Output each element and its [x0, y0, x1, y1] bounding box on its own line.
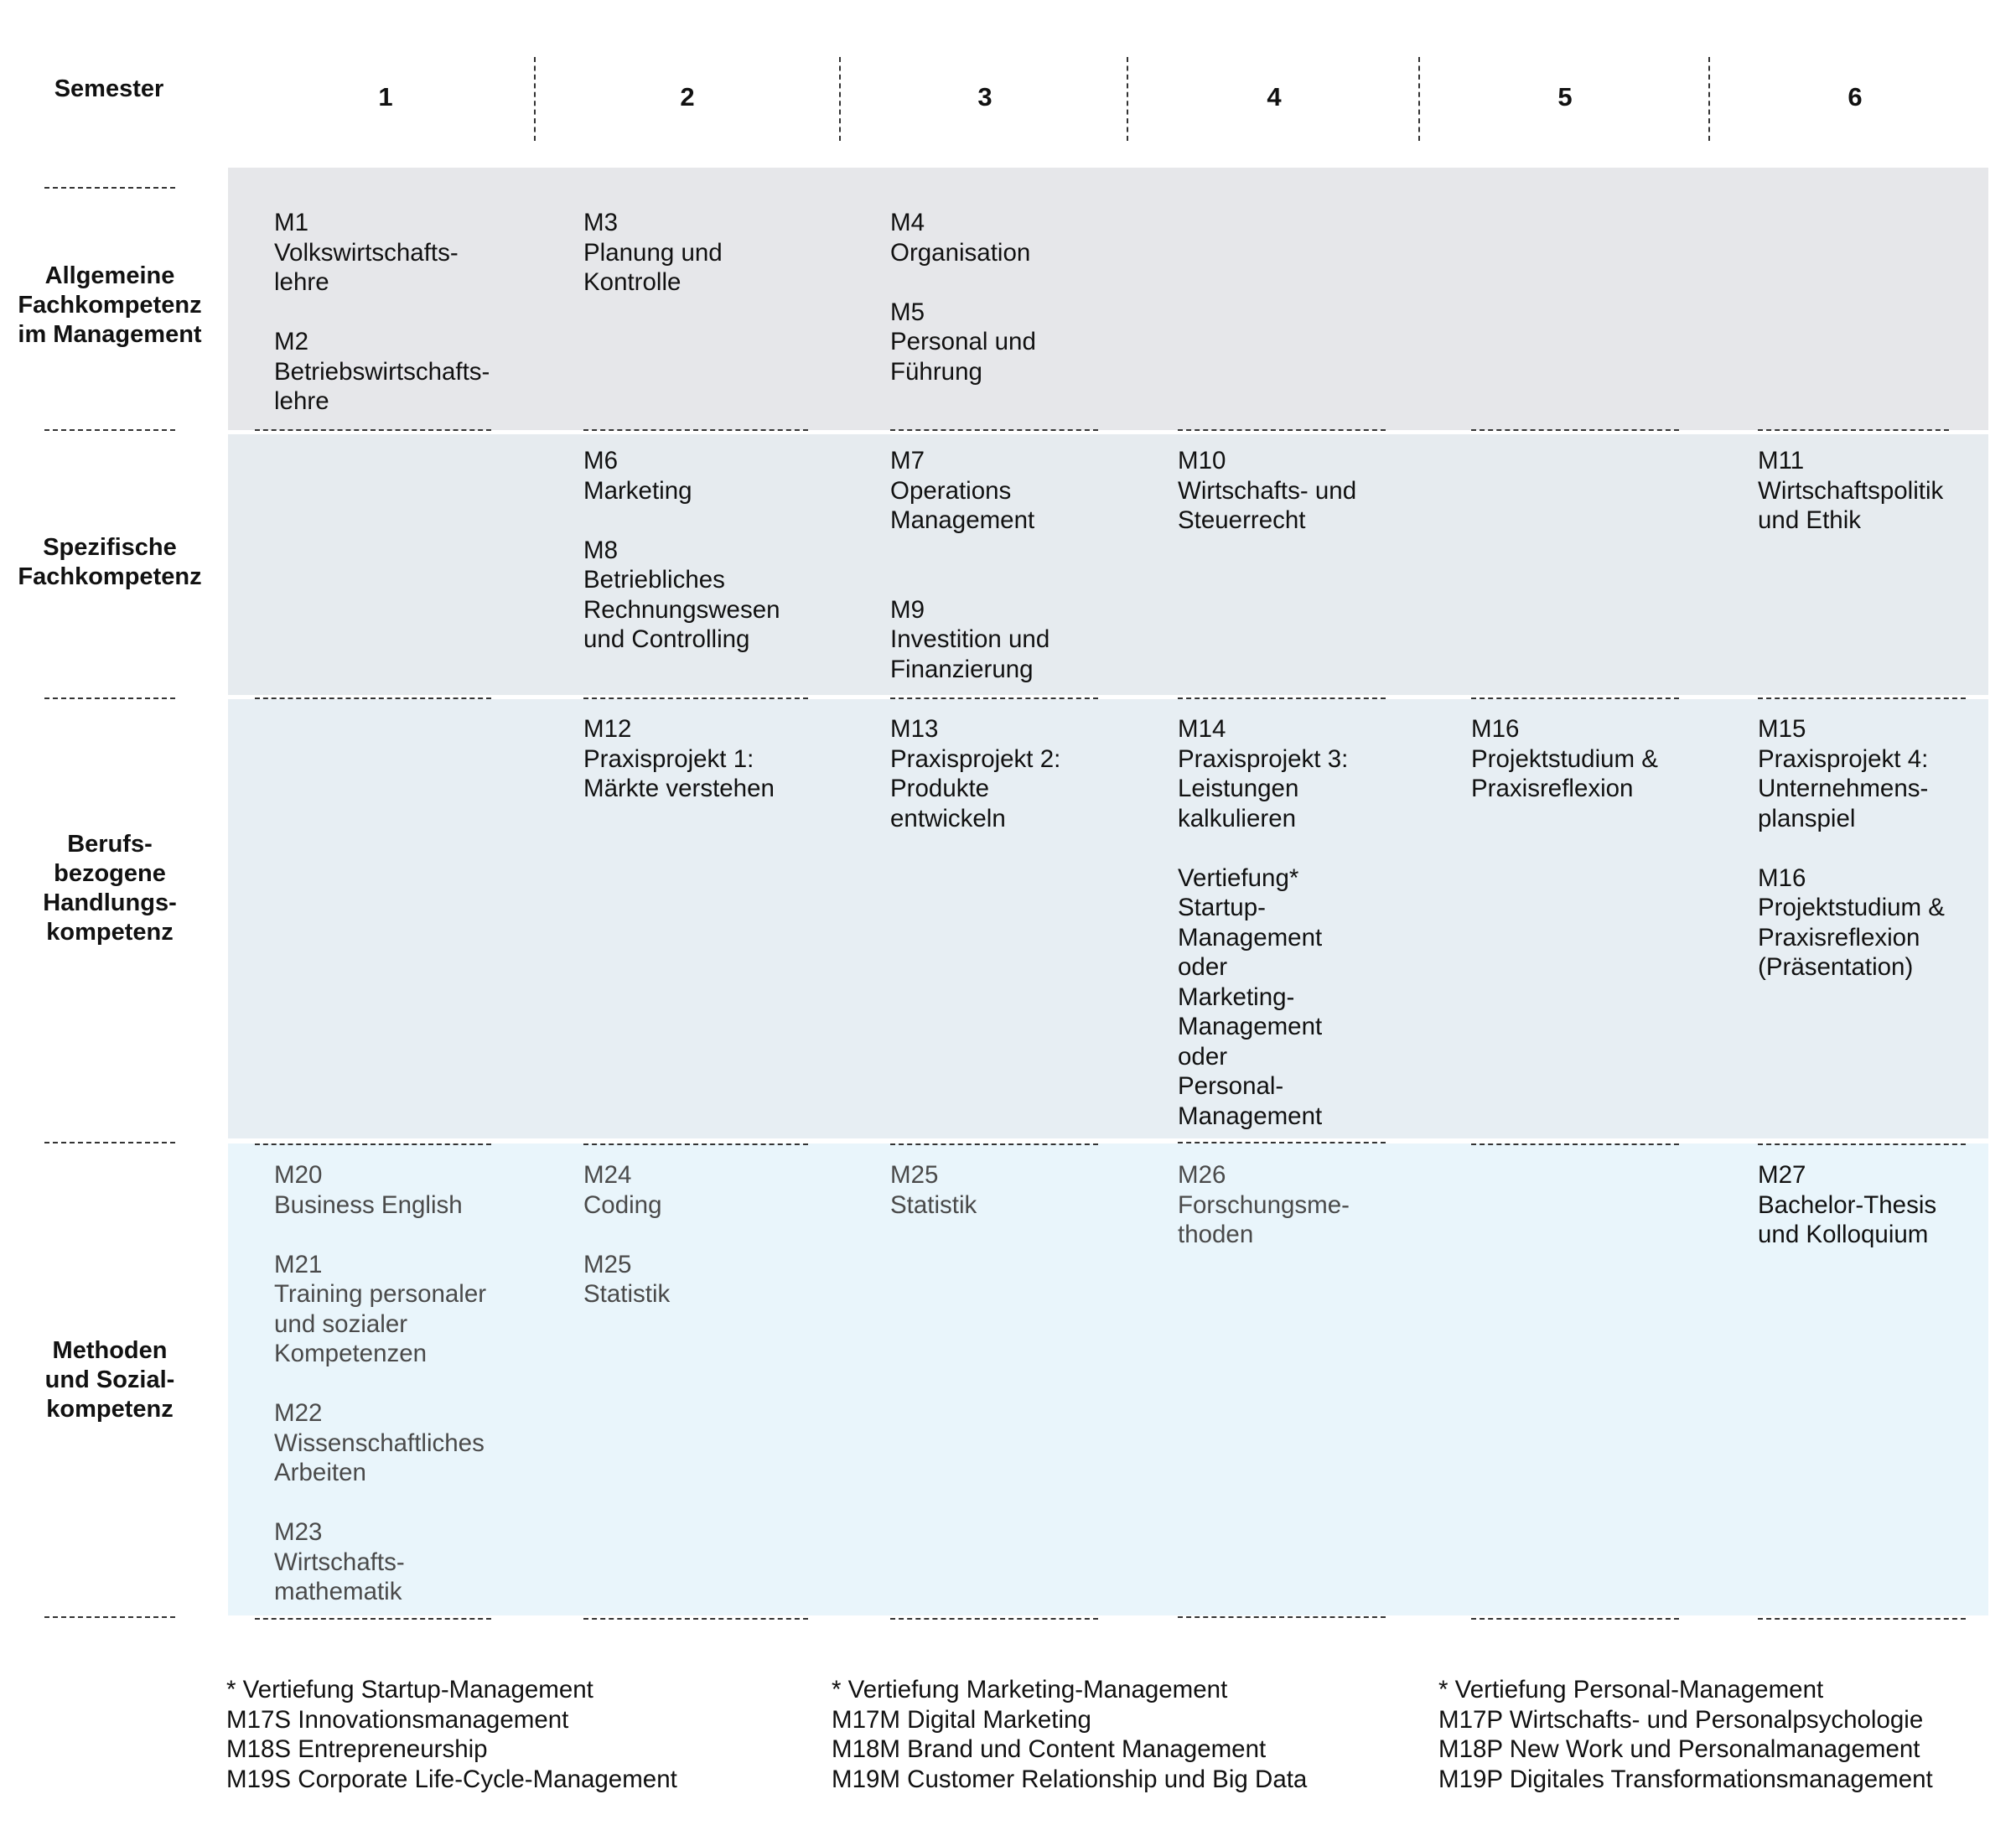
module-cell: M11 Wirtschaftspolitik und Ethik [1758, 447, 1944, 534]
row-separator [255, 1618, 491, 1620]
row-separator [1758, 1143, 1966, 1145]
semester-header-label: Semester [54, 75, 164, 102]
row-separator [1471, 697, 1679, 699]
row-label-spezifische-fachkompetenz: Spezifische Fachkompetenz [18, 534, 202, 590]
row-separator [1758, 1618, 1966, 1620]
footnote-personal-management: * Vertiefung Personal-Management M17P Wi… [1438, 1676, 1933, 1793]
semester-2-header: 2 [680, 82, 695, 111]
column-divider [534, 57, 536, 141]
row-separator [890, 1618, 1098, 1620]
row-separator [1471, 429, 1679, 431]
module-cell: M7 Operations Management M9 Investition … [890, 447, 1050, 683]
semester-4-header: 4 [1267, 82, 1282, 111]
row-separator [1471, 1143, 1679, 1145]
row-separator [44, 187, 175, 189]
module-cell: M14 Praxisprojekt 3: Leistungen kalkulie… [1178, 715, 1349, 1130]
band-handlungskompetenz [228, 699, 1988, 1138]
module-cell: M1 Volkswirtschafts- lehre M2 Betriebswi… [274, 209, 490, 415]
row-separator [1178, 1616, 1386, 1618]
module-cell: M10 Wirtschafts- und Steuerrecht [1178, 447, 1357, 534]
row-separator [583, 1143, 808, 1145]
module-cell: M4 Organisation M5 Personal und Führung [890, 209, 1036, 386]
row-separator [1758, 697, 1966, 699]
row-label-handlungskompetenz: Berufs- bezogene Handlungs- kompetenz [43, 831, 177, 946]
row-separator [44, 1142, 175, 1143]
row-separator [583, 1618, 808, 1620]
row-separator [1178, 1142, 1386, 1143]
column-divider [1127, 57, 1128, 141]
row-separator [1471, 1618, 1679, 1620]
row-separator [44, 429, 175, 431]
band-spezifische-fachkompetenz [228, 434, 1988, 695]
row-label-methoden-sozialkompetenz: Methoden und Sozial- kompetenz [44, 1337, 175, 1423]
module-cell: M15 Praxisprojekt 4: Unternehmens- plans… [1758, 715, 1945, 981]
row-separator [890, 697, 1098, 699]
module-cell: M20 Business English M21 Training person… [274, 1161, 487, 1605]
semester-5-header: 5 [1557, 82, 1573, 111]
band-methoden-sozialkompetenz [228, 1143, 1988, 1615]
semester-3-header: 3 [977, 82, 992, 111]
module-cell: M3 Planung und Kontrolle [583, 209, 723, 296]
footnote-startup-management: * Vertiefung Startup-Management M17S Inn… [226, 1676, 677, 1793]
module-cell: M13 Praxisprojekt 2: Produkte entwickeln [890, 715, 1061, 832]
row-separator [583, 697, 808, 699]
column-divider [1418, 57, 1420, 141]
row-separator [255, 1143, 491, 1145]
module-cell: M12 Praxisprojekt 1: Märkte verstehen [583, 715, 775, 802]
row-separator [890, 1143, 1098, 1145]
column-divider [1708, 57, 1710, 141]
row-separator [255, 429, 491, 431]
module-cell: M26 Forschungsme- thoden [1178, 1161, 1350, 1248]
row-separator [44, 697, 175, 699]
module-cell: M24 Coding M25 Statistik [583, 1161, 671, 1308]
row-separator [890, 429, 1098, 431]
module-cell: M27 Bachelor-Thesis und Kolloquium [1758, 1161, 1937, 1248]
module-cell: M25 Statistik [890, 1161, 977, 1219]
row-label-allgemeine-fachkompetenz: Allgemeine Fachkompetenz im Management [18, 262, 202, 348]
row-separator [255, 697, 491, 699]
module-cell: M6 Marketing M8 Betriebliches Rechnungsw… [583, 447, 780, 653]
footnote-marketing-management: * Vertiefung Marketing-Management M17M D… [832, 1676, 1308, 1793]
semester-1-header: 1 [378, 82, 393, 111]
row-separator [1178, 429, 1386, 431]
semester-6-header: 6 [1848, 82, 1863, 111]
band-allgemeine-fachkompetenz [228, 168, 1988, 430]
row-separator [44, 1616, 175, 1618]
column-divider [839, 57, 841, 141]
row-separator [1178, 697, 1386, 699]
row-separator [1758, 429, 1949, 431]
row-separator [583, 429, 808, 431]
module-cell: M16 Projektstudium & Praxisreflexion [1471, 715, 1658, 802]
